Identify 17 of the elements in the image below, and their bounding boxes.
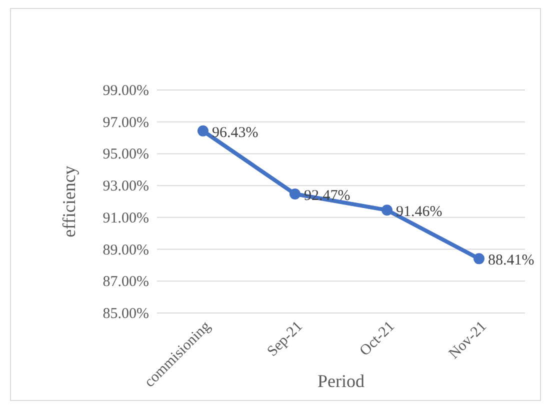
point [290, 188, 300, 200]
data-label: 88.41% [488, 252, 534, 269]
y-axis-title: efficiency [59, 166, 79, 238]
data-label: 96.43% [212, 124, 258, 141]
y-tick-label: 87.00% [102, 274, 149, 290]
y-tick-label: 91.00% [102, 210, 149, 226]
y-tick-label: 85.00% [102, 306, 149, 322]
y-tick-label: 89.00% [102, 242, 149, 258]
data-label: 91.46% [396, 204, 442, 220]
point [382, 204, 392, 216]
point [198, 125, 208, 136]
x-axis-title: Period [318, 371, 364, 391]
y-tick-label: 97.00% [102, 114, 149, 131]
point [474, 253, 484, 264]
y-tick-label: 99.00% [102, 83, 149, 99]
y-tick-label: 93.00% [102, 178, 149, 195]
y-tick-label: 95.00% [102, 146, 149, 163]
